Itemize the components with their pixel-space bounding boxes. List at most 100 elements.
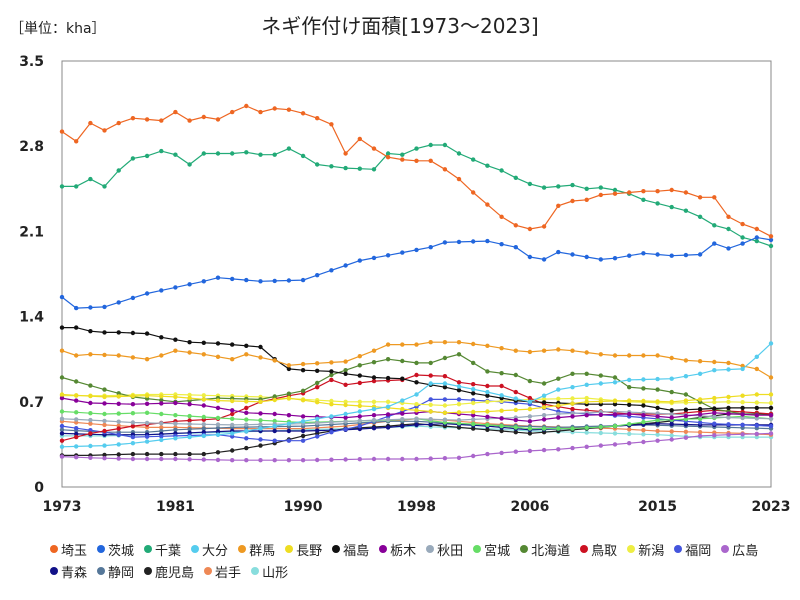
data-point [173,421,178,426]
data-point [471,239,476,244]
data-point [329,372,334,378]
data-point [655,414,660,419]
data-point [286,146,292,151]
data-point [130,456,136,462]
data-point [513,417,518,423]
legend-label: 長野 [296,543,323,559]
data-point [116,394,121,399]
data-point [230,398,235,404]
data-point [159,411,164,417]
data-point [683,435,689,440]
data-point [173,285,178,290]
series-千葉 [59,142,774,249]
data-point [442,142,448,148]
data-point [187,427,192,432]
data-point [414,402,419,407]
data-point [315,385,320,390]
legend-item: 秋田 [426,538,463,560]
data-point [414,392,419,397]
data-point [541,396,547,402]
data-point [187,162,192,167]
data-point [187,457,192,462]
data-point [286,107,292,112]
data-point [527,254,533,260]
data-point [471,382,476,387]
data-point [428,402,433,407]
data-point [726,432,731,437]
data-point [442,456,448,461]
data-point [513,245,518,250]
data-point [357,423,362,429]
data-point [173,400,178,406]
data-point [669,429,674,434]
data-point [485,343,490,348]
data-point [641,386,646,391]
legend-label: 宮城 [484,543,511,559]
data-point [272,358,277,363]
data-point [385,253,391,258]
data-point [371,348,377,353]
data-point [712,421,717,426]
data-point [527,399,533,404]
data-point [541,257,547,262]
data-point [414,408,419,413]
data-point [513,407,518,413]
data-point [428,158,433,163]
data-point [329,457,334,462]
data-point [414,372,419,378]
data-point [400,250,405,255]
data-point [258,458,263,463]
data-point [244,428,249,434]
data-point [130,420,136,425]
data-point [201,340,206,345]
legend-label: 岩手 [215,565,242,581]
data-point [541,224,547,229]
data-point [300,419,306,424]
legend-item: 長野 [285,538,322,560]
data-point [740,241,745,246]
data-point [102,387,107,392]
data-point [768,431,774,436]
data-point [655,353,660,358]
data-point [130,330,136,336]
data-point [244,422,249,427]
data-point [357,403,362,409]
data-point [215,117,221,122]
data-point [300,433,306,439]
data-point [655,428,660,434]
legend-marker [204,567,213,575]
data-point [343,427,348,432]
data-point [712,414,717,419]
data-point [683,208,689,213]
data-point [272,428,277,434]
data-point [655,432,660,437]
data-point [371,167,377,172]
data-point [471,391,476,396]
data-point [499,450,504,456]
data-point [385,404,391,409]
data-point [697,420,703,425]
data-point [215,450,221,455]
data-point [215,422,221,427]
data-point [669,411,674,417]
legend-marker [97,545,106,553]
data-point [400,157,405,162]
data-point [357,258,362,263]
data-point [754,235,759,240]
data-point [144,393,150,398]
legend-label: 山形 [262,565,289,581]
data-point [570,396,575,401]
data-point [513,175,518,180]
data-point [59,431,65,436]
data-point [59,129,65,134]
data-point [612,398,618,404]
data-point [669,408,674,413]
data-point [258,422,263,427]
data-point [173,436,178,441]
data-point [683,190,689,195]
data-point [159,288,164,293]
data-point [541,348,547,353]
data-point [343,411,348,417]
data-point [343,457,348,462]
data-point [286,413,292,418]
